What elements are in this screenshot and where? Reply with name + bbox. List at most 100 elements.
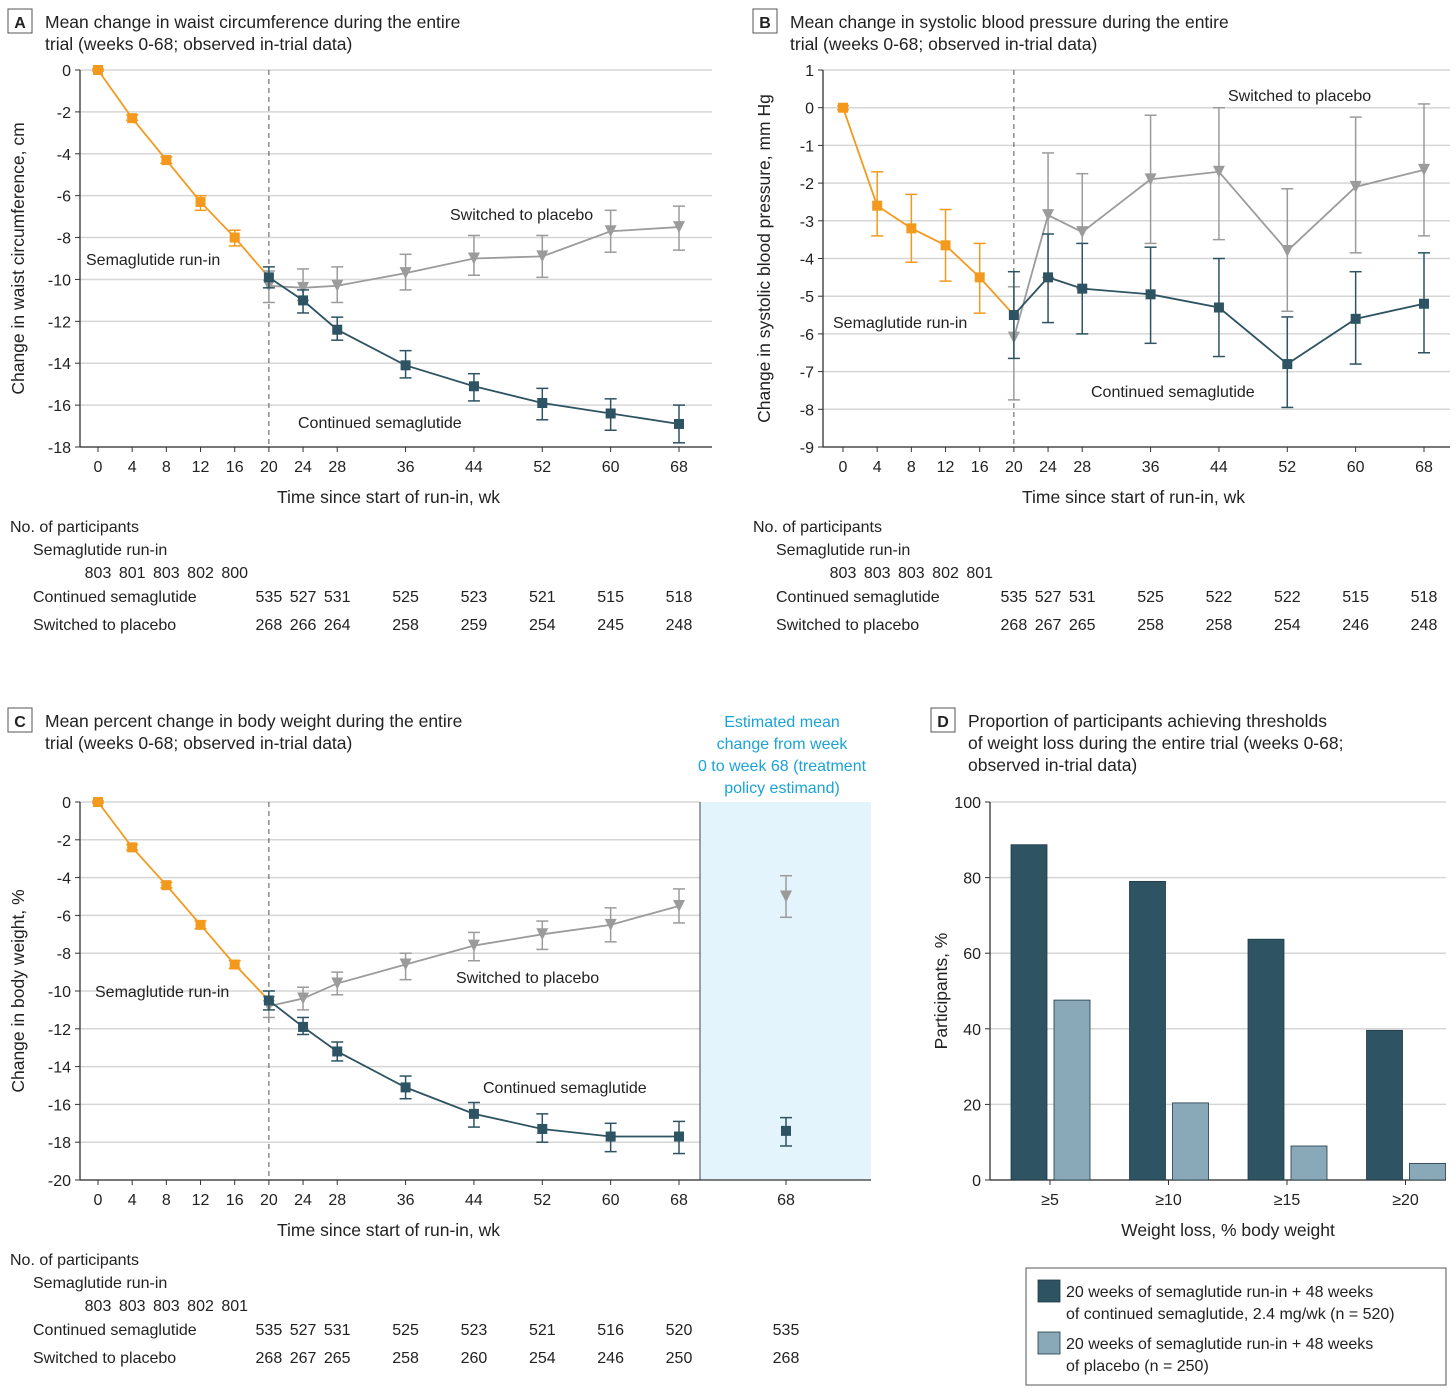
data-point-triangle	[1281, 244, 1294, 257]
y-tick-label: -20	[48, 1173, 71, 1190]
x-tick-label: 24	[294, 1192, 312, 1209]
semaglutide-count: 523	[461, 1322, 488, 1339]
placebo-count: 248	[666, 617, 693, 634]
x-tick-label: 68	[777, 1192, 795, 1209]
y-tick-label: 100	[954, 795, 981, 812]
y-tick-label: -10	[48, 984, 71, 1001]
data-point-triangle	[1418, 163, 1430, 176]
panel-letter-box	[752, 8, 778, 34]
runin-count: 802	[187, 1298, 214, 1315]
panel-title: Mean percent change in body weight durin…	[45, 711, 462, 731]
x-tick-label: 52	[1278, 459, 1296, 476]
panel-title: Mean change in systolic blood pressure d…	[790, 12, 1229, 32]
runin-row-label: Semaglutide run-in	[33, 1275, 167, 1292]
data-point-triangle	[297, 281, 310, 294]
y-tick-label: -7	[800, 365, 814, 382]
x-tick-label: 52	[533, 1192, 551, 1209]
runin-count: 803	[85, 565, 112, 582]
data-point-square	[605, 1131, 616, 1142]
bar-semaglutide	[1010, 844, 1048, 1181]
series-line-placebo	[268, 226, 680, 289]
data-point-square	[906, 223, 917, 234]
y-tick-label: -10	[48, 272, 71, 289]
placebo-row-label: Switched to placebo	[33, 617, 176, 634]
series-line-runin	[97, 801, 270, 1002]
data-point-triangle	[673, 899, 685, 912]
x-tick-label: 16	[971, 459, 989, 476]
semaglutide-count: 527	[290, 589, 317, 606]
annotation-placebo: Switched to placebo	[450, 207, 593, 224]
bar-placebo	[1172, 1102, 1209, 1181]
runin-count: 803	[153, 1298, 180, 1315]
y-tick-label: -5	[800, 289, 814, 306]
estimand-placebo-count: 268	[773, 1350, 800, 1367]
data-point-triangle	[604, 918, 617, 931]
data-point-square	[195, 196, 206, 207]
panel-letter: D	[937, 714, 949, 731]
x-tick-label: 44	[465, 1192, 483, 1209]
data-point-square	[161, 880, 172, 891]
data-point-triangle	[1042, 209, 1055, 222]
x-tick-label: 60	[602, 459, 620, 476]
participants-header: No. of participants	[10, 1252, 139, 1269]
data-point-triangle	[331, 279, 344, 292]
x-tick-label: 4	[873, 459, 882, 476]
legend-label: of placebo (n = 250)	[1066, 1358, 1209, 1375]
x-tick-label: 24	[1039, 459, 1057, 476]
semaglutide-count: 521	[529, 589, 556, 606]
data-point-square	[400, 360, 411, 371]
data-point-square	[674, 418, 684, 429]
data-point-square	[872, 200, 883, 211]
series-semaglutide	[1007, 233, 1430, 409]
placebo-count: 254	[1274, 617, 1301, 634]
panel-title: trial (weeks 0-68; observed in-trial dat…	[45, 34, 352, 54]
series-line-runin	[842, 107, 1015, 316]
placebo-row-label: Switched to placebo	[776, 617, 919, 634]
semaglutide-count: 522	[1206, 589, 1233, 606]
participants-table: No. of participants Semaglutide run-in 803…	[10, 1252, 799, 1367]
estimand-label: change from week	[717, 736, 849, 753]
placebo-count: 248	[1411, 617, 1438, 634]
placebo-count: 258	[1137, 617, 1164, 634]
placebo-count: 254	[529, 617, 556, 634]
semaglutide-count: 527	[1035, 589, 1062, 606]
y-tick-label: -8	[57, 946, 71, 963]
series-line-semaglutide	[1013, 276, 1425, 366]
y-axis-label: Participants, %	[931, 933, 951, 1050]
placebo-count: 245	[597, 617, 624, 634]
x-tick-label: 20	[1005, 459, 1023, 476]
x-axis-label: Time since start of run-in, wk	[277, 1220, 500, 1240]
semaglutide-row-label: Continued semaglutide	[776, 589, 940, 606]
annotation-placebo: Switched to placebo	[1228, 88, 1371, 105]
x-tick-label: 4	[128, 459, 137, 476]
placebo-count: 254	[529, 1350, 556, 1367]
placebo-count: 265	[1069, 617, 1096, 634]
data-point-triangle	[536, 250, 549, 263]
series-runin	[837, 102, 1015, 316]
placebo-count: 268	[1001, 617, 1028, 634]
y-tick-label: 0	[62, 63, 71, 80]
runin-count: 803	[85, 1298, 112, 1315]
y-tick-label: -9	[800, 440, 814, 457]
semaglutide-count: 520	[666, 1322, 693, 1339]
data-point-triangle	[1076, 226, 1089, 239]
placebo-count: 246	[597, 1350, 624, 1367]
x-tick-label: ≥15	[1274, 1192, 1301, 1209]
data-point-triangle	[399, 267, 412, 280]
placebo-count: 268	[256, 1350, 283, 1367]
series-line-placebo	[1013, 169, 1425, 338]
y-axis-label: Change in body weight, %	[8, 889, 28, 1092]
data-point-triangle	[399, 958, 412, 971]
data-point-square	[263, 995, 274, 1006]
data-point-square	[838, 102, 848, 113]
runin-row-label: Semaglutide run-in	[776, 542, 910, 559]
placebo-count: 246	[1342, 617, 1369, 634]
panel-c: C Mean percent change in body weight duri…	[7, 707, 871, 1367]
data-point-square	[1077, 283, 1088, 294]
data-point-square	[1043, 272, 1054, 283]
y-tick-label: 0	[972, 1173, 981, 1190]
semaglutide-count: 531	[324, 1322, 351, 1339]
runin-count: 800	[221, 565, 248, 582]
y-tick-label: -4	[57, 147, 71, 164]
